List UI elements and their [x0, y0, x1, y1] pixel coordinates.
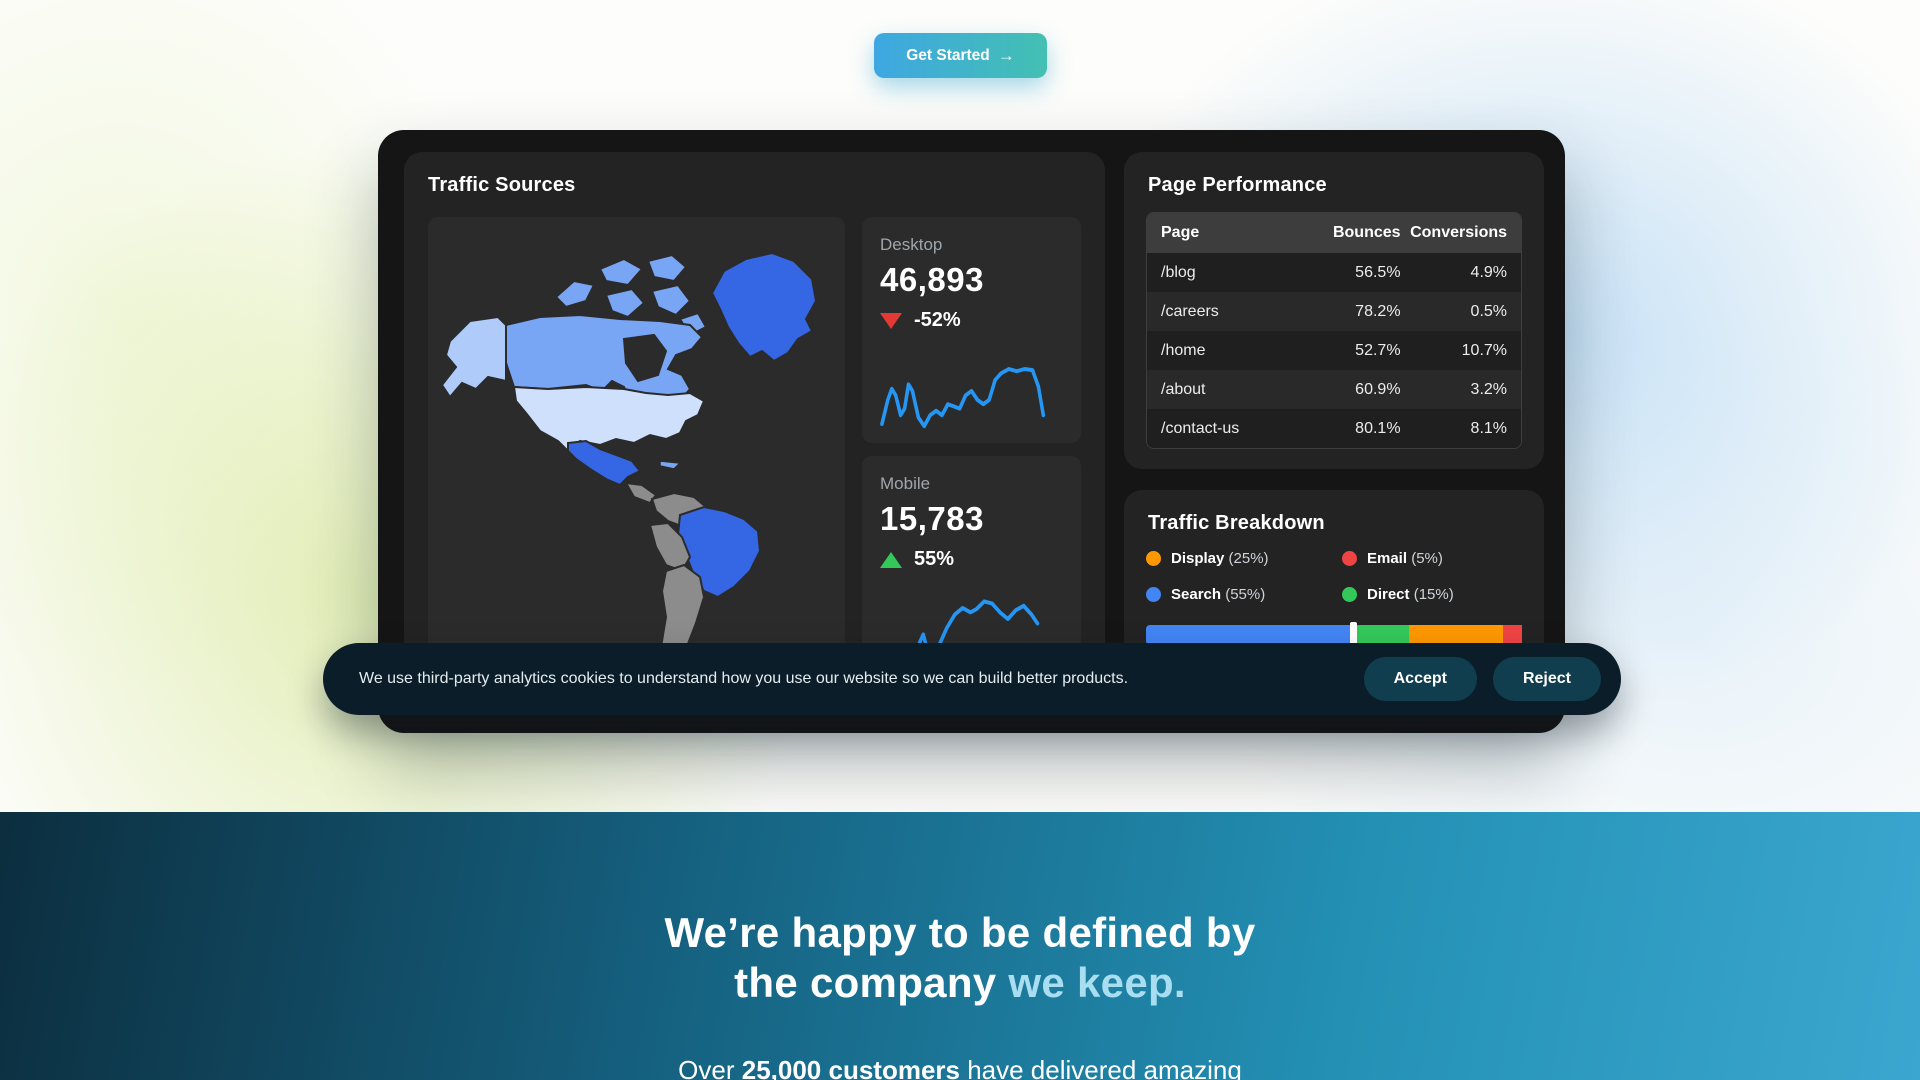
legend-percentage: (55%): [1221, 586, 1266, 603]
table-header-row: Page Bounces Conversions: [1147, 213, 1521, 253]
legend-percentage: (25%): [1224, 550, 1269, 567]
arrow-right-icon: →: [997, 46, 1015, 65]
table-row[interactable]: /blog 56.5% 4.9%: [1147, 253, 1521, 292]
table-body: /blog 56.5% 4.9% /careers 78.2% 0.5% /home 52.7…: [1147, 253, 1521, 448]
legend-dot-icon: [1146, 587, 1161, 602]
get-started-label: Get Started: [906, 46, 990, 64]
get-started-button[interactable]: Get Started →: [874, 33, 1047, 78]
legend-percentage: (15%): [1409, 586, 1454, 603]
stat-label: Mobile: [880, 474, 931, 493]
cell-conversions: 10.7%: [1461, 341, 1508, 359]
stat-value: 15,783: [880, 500, 984, 537]
stat-delta-value: -52%: [914, 309, 961, 331]
cell-bounces: 56.5%: [1355, 263, 1401, 281]
reject-button[interactable]: Reject: [1492, 657, 1601, 701]
bar-slider-handle[interactable]: [1349, 622, 1357, 648]
map-region-caribbean[interactable]: [659, 460, 682, 470]
column-header-bounces: Bounces: [1332, 224, 1401, 241]
traffic-breakdown-bar[interactable]: [1146, 622, 1522, 648]
traffic-breakdown-legend: Display (25%) Email (5%) Search (55%) Direc…: [1146, 550, 1522, 603]
americas-map: [428, 217, 845, 693]
cell-bounces: 80.1%: [1355, 419, 1401, 437]
subtext-prefix: Over: [678, 1055, 742, 1080]
cell-page: /blog: [1161, 263, 1196, 281]
traffic-sources-title: Traffic Sources: [428, 174, 576, 196]
column-header-page: Page: [1161, 224, 1200, 241]
stat-delta-value: 55%: [914, 548, 955, 570]
bar-segment-display: [1409, 625, 1504, 645]
map-region-arctic-islands[interactable]: [554, 253, 708, 337]
bar-segment-search: [1146, 625, 1353, 645]
legend-dot-icon: [1342, 551, 1357, 566]
table-row[interactable]: /careers 78.2% 0.5%: [1147, 292, 1521, 331]
map-region-mexico[interactable]: [567, 439, 642, 487]
cell-page: /contact-us: [1161, 419, 1240, 437]
map-region-usa[interactable]: [512, 385, 706, 453]
legend-name: Display: [1171, 550, 1225, 567]
map-region-alaska[interactable]: [440, 315, 507, 399]
accept-button[interactable]: Accept: [1363, 657, 1477, 701]
traffic-sources-card: Traffic Sources: [404, 152, 1105, 713]
legend-percentage: (5%): [1407, 550, 1443, 567]
bar-segment-email: [1503, 625, 1522, 645]
cookie-message: We use third-party analytics cookies to …: [359, 670, 1129, 687]
subtext-bold: 25,000 customers: [741, 1055, 960, 1080]
legend-item-direct: Direct (15%): [1342, 586, 1522, 603]
page-performance-card: Page Performance Page Bounces Conversion…: [1124, 152, 1544, 469]
heading-line1: We’re happy to be defined by: [664, 909, 1256, 956]
trend-down-icon: [880, 312, 902, 329]
column-header-conversions: Conversions: [1410, 224, 1508, 241]
desktop-sparkline: [880, 367, 1046, 429]
table-row[interactable]: /about 60.9% 3.2%: [1147, 370, 1521, 409]
stat-card-desktop: Desktop 46,893 -52%: [862, 217, 1081, 443]
legend-item-search: Search (55%): [1146, 586, 1342, 603]
cookie-consent-banner: We use third-party analytics cookies to …: [323, 643, 1621, 715]
cell-bounces: 60.9%: [1355, 380, 1401, 398]
trend-up-icon: [880, 551, 902, 568]
cell-conversions: 4.9%: [1470, 263, 1508, 281]
legend-dot-icon: [1146, 551, 1161, 566]
page-performance-title: Page Performance: [1148, 174, 1327, 196]
legend-item-display: Display (25%): [1146, 550, 1342, 567]
bar-segment-direct: [1352, 625, 1410, 645]
legend-dot-icon: [1342, 587, 1357, 602]
legend-name: Email: [1367, 550, 1408, 567]
stat-delta: -52%: [880, 309, 1063, 332]
map-region-andes[interactable]: [648, 521, 692, 573]
cell-page: /home: [1161, 341, 1206, 359]
cell-page: /about: [1161, 380, 1206, 398]
stat-value: 46,893: [880, 261, 984, 298]
section-subtext: Over 25,000 customers have delivered ama…: [0, 1055, 1920, 1080]
page-performance-table: Page Bounces Conversions /blog 56.5% 4.9% /…: [1146, 212, 1522, 449]
heading-line2-highlight: we keep.: [996, 959, 1186, 1006]
cell-conversions: 3.2%: [1470, 380, 1508, 398]
subtext-suffix: have delivered amazing: [959, 1055, 1242, 1080]
map-svg: [440, 251, 818, 676]
map-region-greenland[interactable]: [710, 251, 818, 363]
table-row[interactable]: /home 52.7% 10.7%: [1147, 331, 1521, 370]
section-heading: We’re happy to be defined by the company…: [0, 908, 1920, 1008]
stat-delta: 55%: [880, 548, 1063, 571]
legend-name: Direct: [1367, 586, 1410, 603]
heading-line2-plain: the company: [734, 959, 997, 1006]
legend-name: Search: [1171, 586, 1222, 603]
cell-bounces: 52.7%: [1355, 341, 1401, 359]
traffic-breakdown-title: Traffic Breakdown: [1148, 512, 1325, 534]
cell-page: /careers: [1161, 302, 1219, 320]
cell-conversions: 8.1%: [1470, 419, 1508, 437]
stat-label: Desktop: [880, 235, 943, 254]
table-row[interactable]: /contact-us 80.1% 8.1%: [1147, 409, 1521, 448]
cell-conversions: 0.5%: [1470, 302, 1508, 320]
testimonial-section: We’re happy to be defined by the company…: [0, 812, 1920, 1080]
cell-bounces: 78.2%: [1355, 302, 1401, 320]
legend-item-email: Email (5%): [1342, 550, 1522, 567]
